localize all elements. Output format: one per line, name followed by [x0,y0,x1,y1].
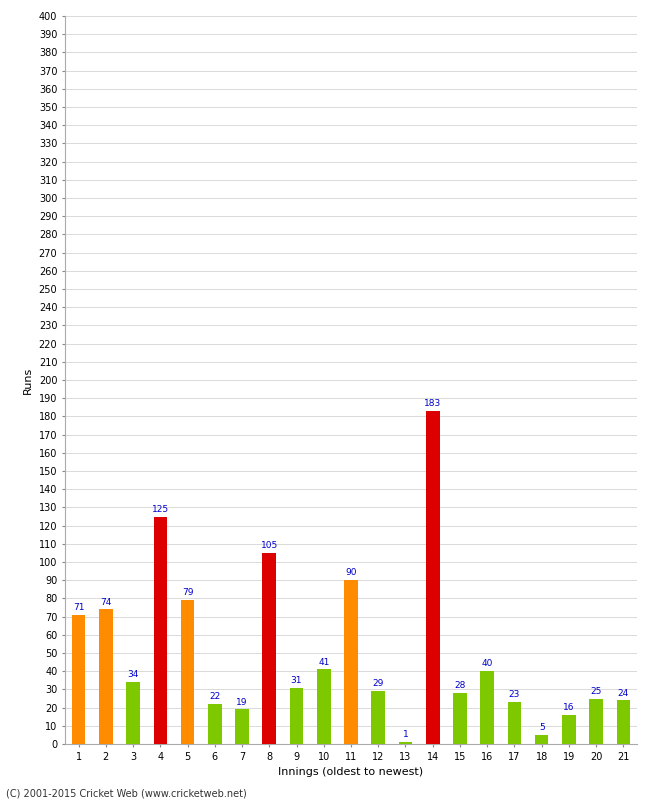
Text: 16: 16 [563,703,575,712]
Text: 105: 105 [261,541,278,550]
Bar [126,682,140,744]
Bar [371,691,385,744]
Text: 1: 1 [402,730,408,739]
Bar [235,710,249,744]
Text: 125: 125 [151,505,169,514]
Text: 29: 29 [372,679,384,689]
Text: 74: 74 [100,598,112,606]
Bar [181,600,194,744]
Text: 25: 25 [590,686,602,696]
Text: 23: 23 [509,690,520,699]
Text: 28: 28 [454,682,465,690]
Text: 5: 5 [539,723,545,732]
Text: 79: 79 [182,589,193,598]
Bar [590,698,603,744]
Bar [480,671,494,744]
Bar [99,610,112,744]
Text: 24: 24 [618,689,629,698]
Bar [508,702,521,744]
Text: 22: 22 [209,692,220,702]
Bar [208,704,222,744]
Text: 71: 71 [73,603,84,612]
Text: 34: 34 [127,670,139,679]
Bar [72,614,85,744]
Text: 31: 31 [291,676,302,685]
Bar [535,735,549,744]
Bar [263,553,276,744]
Bar [617,700,630,744]
Text: (C) 2001-2015 Cricket Web (www.cricketweb.net): (C) 2001-2015 Cricket Web (www.cricketwe… [6,789,247,798]
Text: 90: 90 [345,569,357,578]
Text: 19: 19 [237,698,248,706]
X-axis label: Innings (oldest to newest): Innings (oldest to newest) [278,767,424,777]
Bar [453,693,467,744]
Bar [317,670,331,744]
Text: 40: 40 [482,659,493,669]
Bar [153,517,167,744]
Text: 183: 183 [424,399,441,408]
Text: 41: 41 [318,658,330,666]
Bar [290,687,304,744]
Bar [344,580,358,744]
Y-axis label: Runs: Runs [23,366,33,394]
Bar [426,411,439,744]
Bar [398,742,412,744]
Bar [562,715,576,744]
